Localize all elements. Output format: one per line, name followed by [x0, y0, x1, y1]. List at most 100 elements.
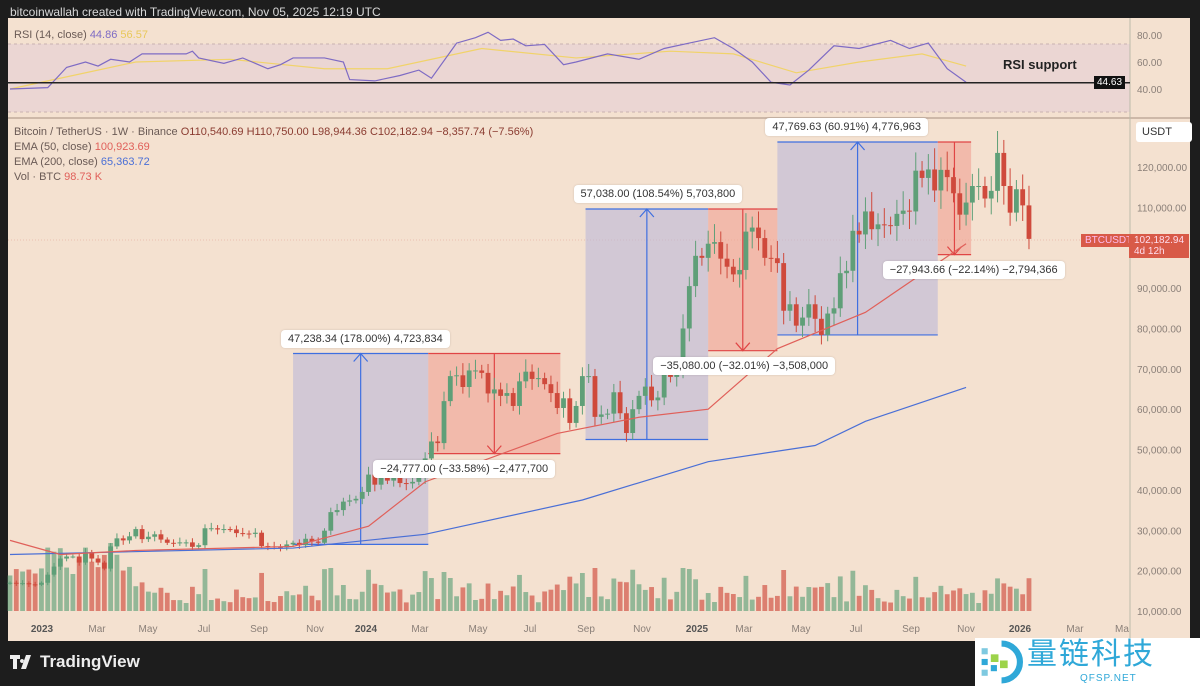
candle-up: [202, 528, 208, 546]
volume-bar: [1001, 583, 1007, 611]
price-axis-tick: 90,000.00: [1137, 284, 1182, 295]
time-axis-tick: Sep: [902, 624, 920, 635]
candle-up: [340, 501, 346, 511]
candle-down: [592, 376, 598, 417]
volume-bar: [57, 548, 63, 611]
candle-up: [605, 413, 610, 415]
volume-bar: [328, 568, 334, 611]
candle-down: [982, 186, 988, 199]
volume-bar: [705, 593, 711, 611]
candle-down: [485, 372, 491, 394]
candle-up: [504, 393, 510, 396]
volume-bar: [491, 599, 497, 611]
volume-bar: [548, 589, 554, 611]
candle-down: [881, 224, 887, 226]
volume-bar: [793, 586, 799, 611]
price-axis-tick: 40,000.00: [1137, 486, 1182, 497]
volume-bar: [781, 570, 787, 611]
candle-up: [322, 530, 327, 543]
volume-bar: [196, 594, 202, 611]
candle-up: [636, 395, 642, 410]
candle-up: [806, 304, 812, 318]
candle-up: [416, 477, 422, 482]
candle-up: [850, 230, 856, 271]
volume-label[interactable]: Vol · BTC: [14, 171, 62, 183]
candle-up: [441, 401, 447, 444]
candle-down: [888, 225, 893, 227]
volume-bar: [649, 587, 654, 611]
arrow-down-icon: [486, 445, 502, 455]
volume-bar: [473, 600, 478, 611]
volume-bar: [391, 591, 397, 611]
rsi-value: 44.86: [89, 29, 118, 41]
volume-bar: [932, 592, 938, 611]
time-axis-tick: Jul: [524, 624, 537, 635]
volume-bar: [831, 597, 837, 611]
candle-down: [730, 266, 736, 275]
volume-bar: [913, 576, 919, 611]
last-price-label: 102,182.94 4d 12h: [1129, 234, 1190, 258]
volume-bar: [322, 569, 327, 611]
volume-bar: [410, 594, 415, 611]
candle-down: [869, 211, 875, 230]
candle-up: [108, 546, 114, 569]
candle-up: [825, 313, 831, 335]
volume-bar: [605, 599, 610, 611]
candle-up: [284, 544, 290, 548]
candle-down: [76, 556, 82, 563]
candle-up: [145, 536, 151, 540]
rsi-support-price-label: 44.63: [1094, 76, 1126, 89]
candle-down: [227, 529, 233, 531]
candle-up: [303, 538, 309, 546]
measure-label: −27,943.66 (−22.14%) −2,794,366: [882, 260, 1065, 279]
candle-up: [208, 528, 214, 530]
volume-bar: [372, 583, 378, 611]
volume-bar: [435, 599, 441, 611]
candle-down: [819, 318, 824, 335]
last-symbol-label: BTCUSDT: [1081, 234, 1137, 247]
candle-down: [617, 392, 623, 414]
ema50-value: 100,923.69: [94, 141, 150, 153]
ema200-label[interactable]: EMA (200, close): [14, 156, 98, 168]
candle-up: [473, 370, 478, 372]
volume-bar: [290, 595, 296, 611]
tradingview-logo[interactable]: TradingView: [10, 652, 140, 672]
volume-bar: [624, 582, 629, 611]
currency-button[interactable]: USDT: [1136, 122, 1192, 142]
volume-bar: [158, 587, 164, 611]
candle-down: [762, 238, 768, 258]
volume-bar: [800, 596, 805, 611]
volume-bar: [957, 588, 963, 611]
price-axis-tick: 70,000.00: [1137, 365, 1182, 376]
candle-up: [661, 372, 667, 398]
rsi-label: RSI (14, close): [14, 29, 87, 41]
volume-bar: [510, 586, 516, 611]
symbol-info[interactable]: Bitcoin / TetherUS · 1W · Binance: [14, 126, 178, 138]
measure-label: 47,238.34 (178.00%) 4,723,834: [281, 329, 450, 348]
time-axis-tick: May: [469, 624, 488, 635]
candle-down: [951, 177, 956, 194]
volume-bar: [919, 597, 925, 611]
volume-bar: [837, 576, 843, 611]
candle-down: [510, 393, 516, 406]
volume-bar: [944, 594, 950, 611]
candle-up: [900, 210, 906, 214]
volume-bar: [787, 596, 793, 611]
volume-bar: [265, 601, 271, 611]
candle-down: [215, 528, 220, 530]
watermark-cn: 量链科技: [1027, 637, 1155, 672]
rsi-axis-tick: 80.00: [1137, 31, 1162, 42]
candle-down: [529, 371, 535, 379]
candle-down: [164, 539, 170, 543]
candle-up: [517, 381, 522, 406]
ema50-label[interactable]: EMA (50, close): [14, 141, 92, 153]
volume-bar: [32, 573, 38, 611]
measure-label: 47,769.63 (60.91%) 4,776,963: [765, 118, 928, 137]
volume-bar: [315, 600, 321, 611]
volume-bar: [850, 570, 856, 611]
time-axis-tick: Nov: [306, 624, 324, 635]
candle-up: [586, 376, 592, 378]
candle-down: [1001, 152, 1007, 187]
time-axis-tick: Nov: [957, 624, 975, 635]
